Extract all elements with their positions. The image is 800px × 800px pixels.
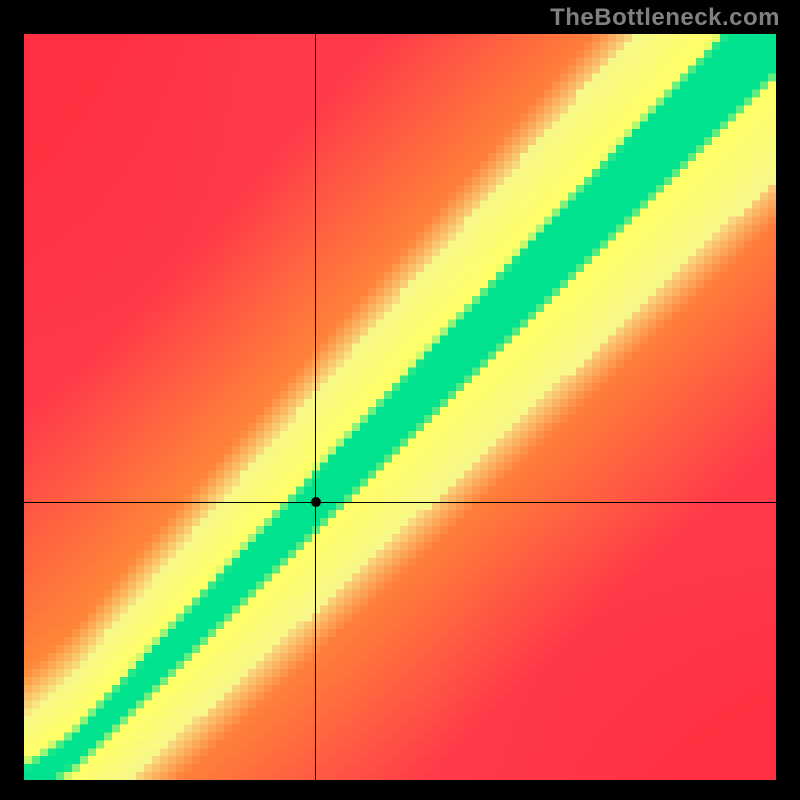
crosshair-horizontal (24, 502, 776, 503)
watermark-text: TheBottleneck.com (550, 4, 780, 32)
crosshair-vertical (315, 34, 316, 780)
chart-container: TheBottleneck.com (0, 0, 800, 800)
heatmap-canvas (24, 34, 776, 780)
